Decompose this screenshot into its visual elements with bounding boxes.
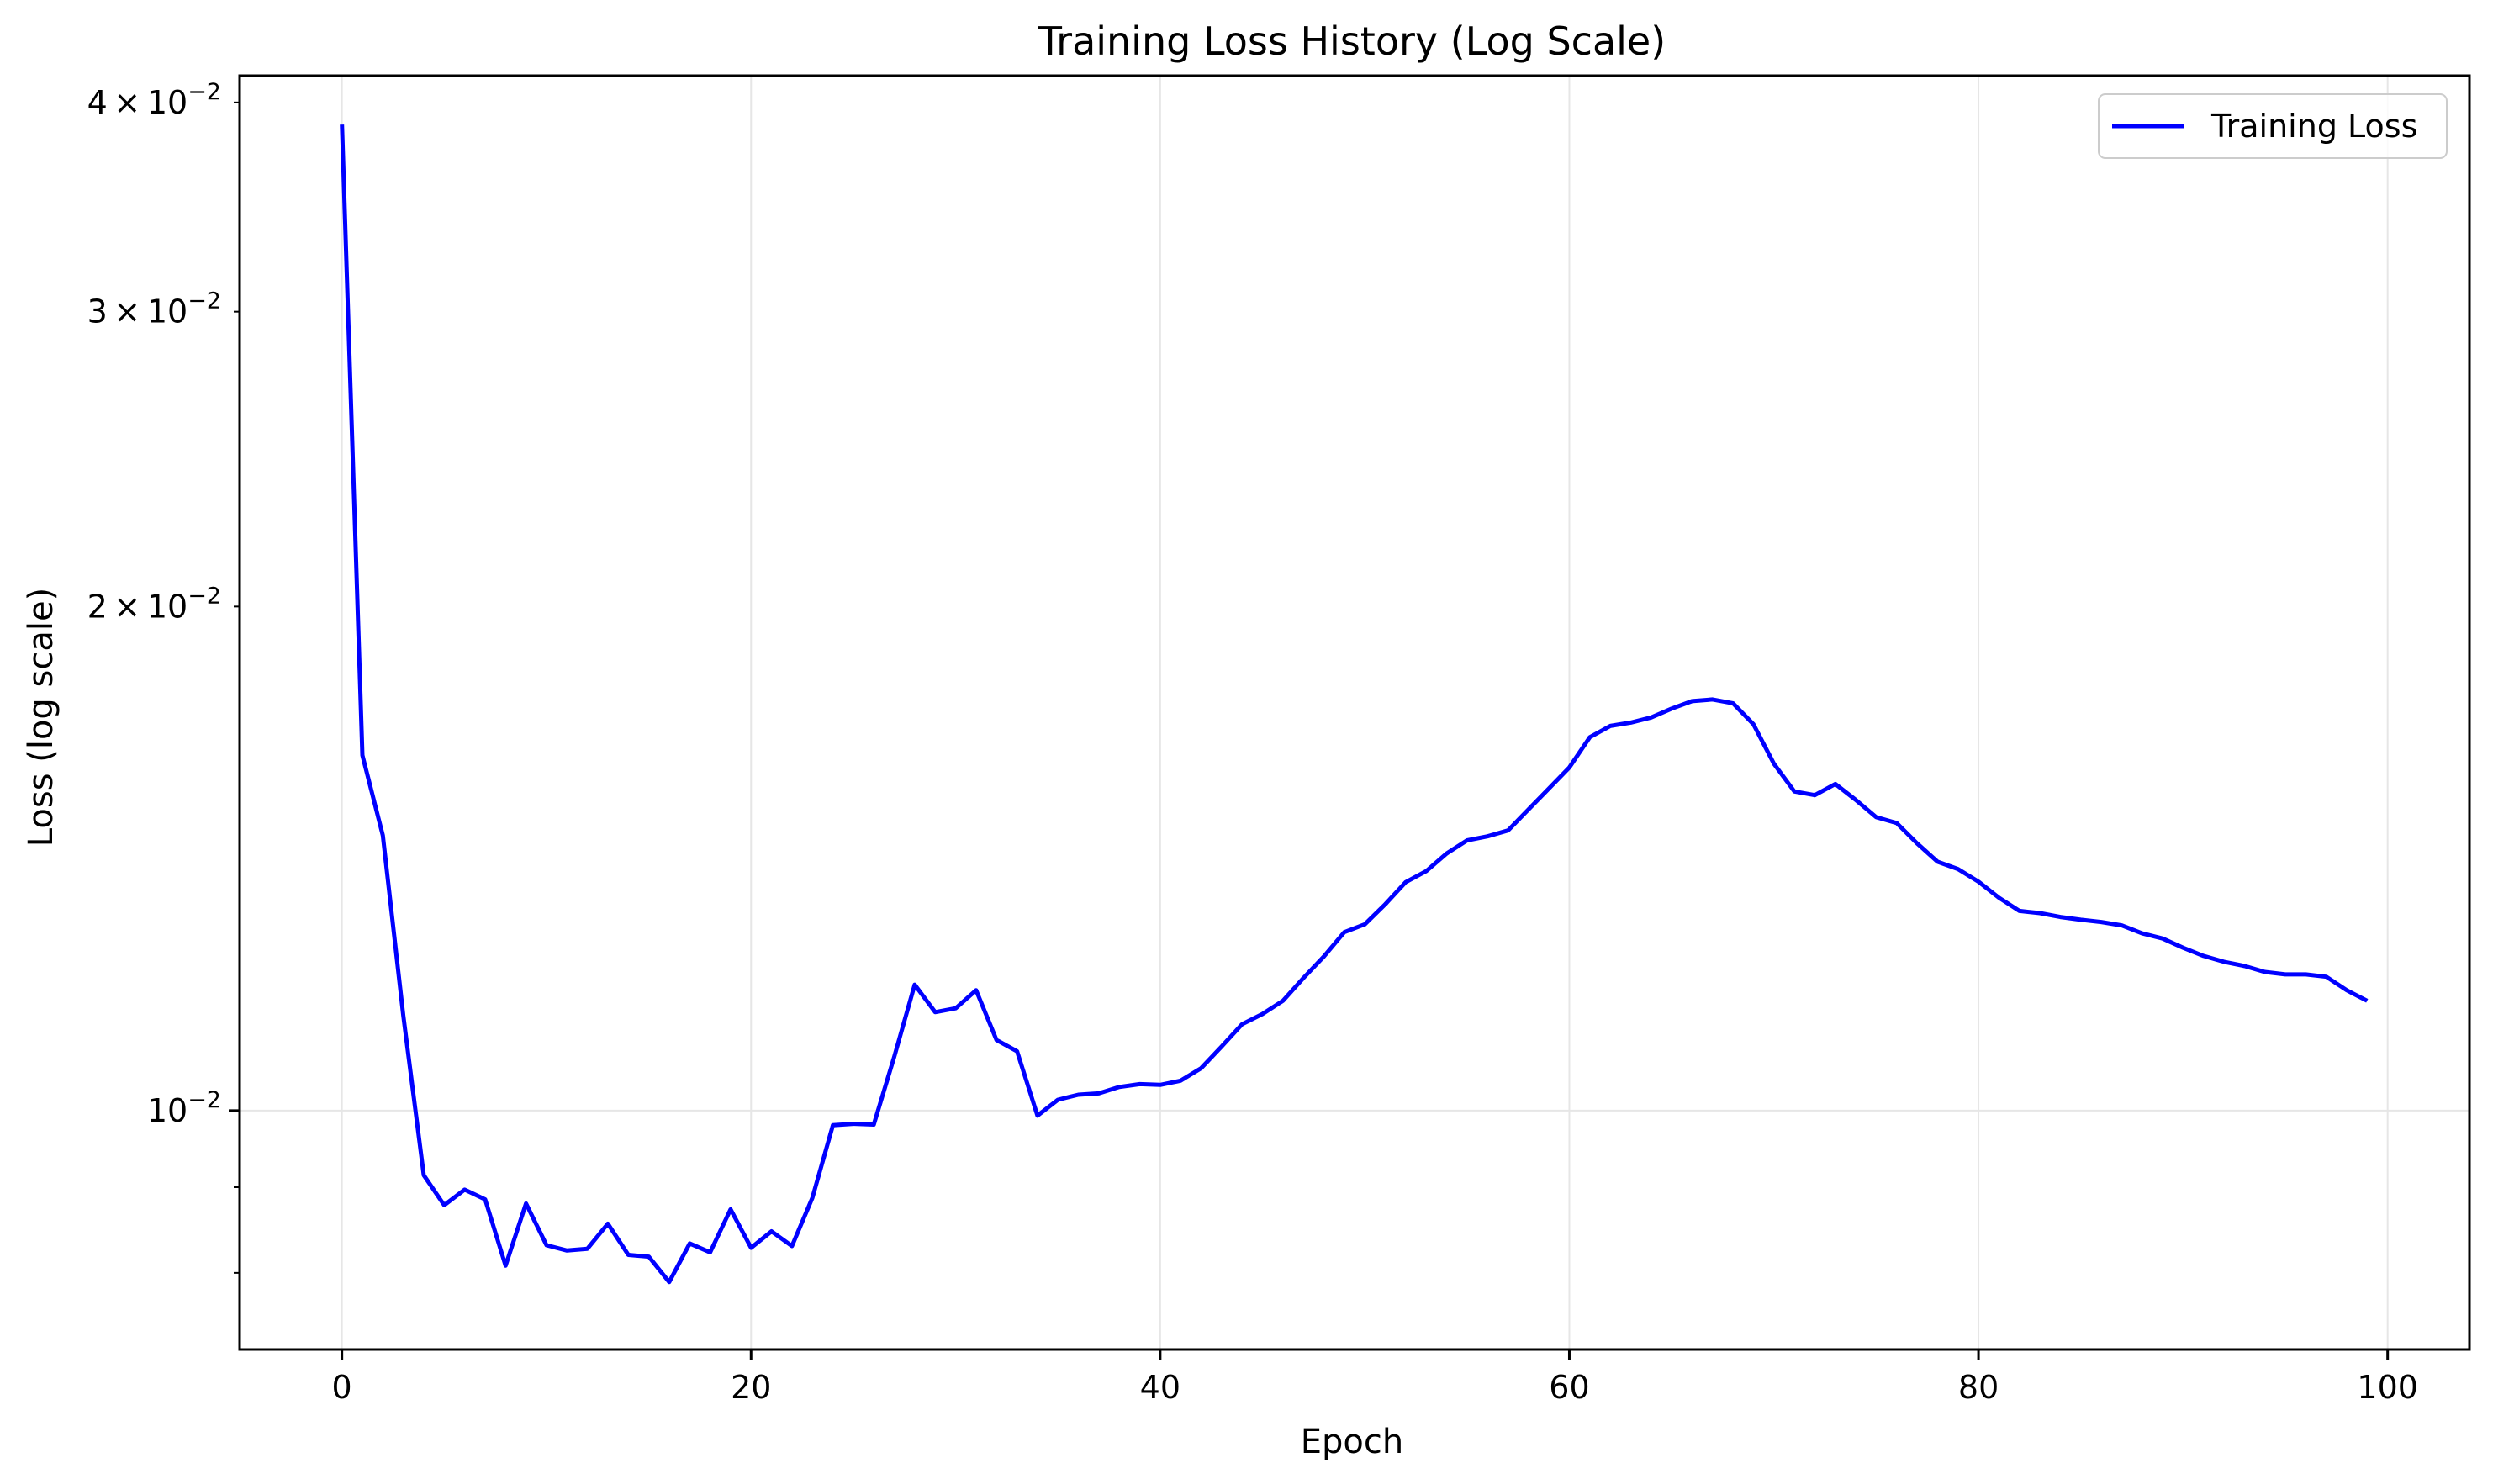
series-line-training-loss: [340, 124, 2369, 1285]
x-tick-label: 40: [1140, 1369, 1180, 1406]
legend: Training Loss: [2098, 93, 2448, 159]
legend-box: [2098, 93, 2448, 159]
series-layer: [340, 124, 2369, 1285]
y-tick-label: 2 × 10−2: [87, 583, 221, 625]
y-tick-label: 4 × 10−2: [87, 79, 221, 121]
chart-title: Training Loss History (Log Scale): [1038, 18, 1666, 64]
y-tick-label: 3 × 10−2: [87, 288, 221, 330]
x-tick-label: 100: [2357, 1369, 2418, 1406]
y-axis-label: Loss (log scale): [22, 588, 61, 847]
x-axis-label: Epoch: [1301, 1423, 1403, 1461]
x-tick-label: 20: [731, 1369, 771, 1406]
y-tick-label: 10−2: [147, 1087, 221, 1129]
legend-label-training-loss: Training Loss: [2210, 108, 2417, 145]
axis-ticks: 0 20 40 60 80 100 10−2 4 × 10−2 3 × 10−2 2 × 10−2: [87, 79, 2418, 1406]
x-tick-label: 80: [1958, 1369, 1999, 1406]
grid-lines: [240, 76, 2469, 1349]
x-tick-label: 0: [332, 1369, 352, 1406]
x-tick-label: 60: [1549, 1369, 1589, 1406]
plot-area-frame: [238, 74, 2471, 1351]
